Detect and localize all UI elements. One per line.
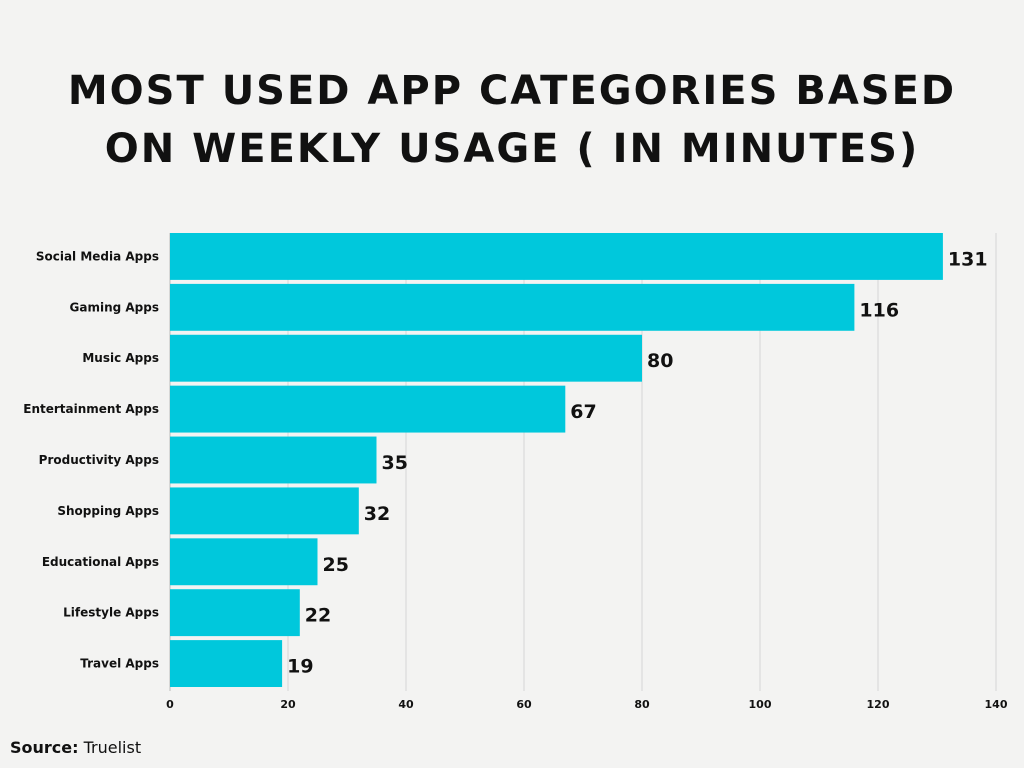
source-label: Source: — [10, 738, 79, 757]
category-label: Gaming Apps — [70, 300, 159, 314]
x-tick-label: 0 — [166, 698, 174, 711]
data-label: 19 — [287, 656, 313, 678]
bar — [170, 385, 566, 433]
category-label: Shopping Apps — [57, 504, 159, 518]
category-label: Social Media Apps — [36, 249, 159, 263]
bar — [170, 334, 642, 382]
data-label: 35 — [382, 452, 408, 474]
category-label: Music Apps — [82, 351, 159, 365]
data-label: 131 — [948, 248, 988, 270]
category-label: Productivity Apps — [39, 453, 159, 467]
x-tick-label: 60 — [516, 698, 532, 711]
bar — [170, 233, 943, 280]
title-line-1: MOST USED APP CATEGORIES BASED — [67, 68, 957, 114]
source-value: Truelist — [83, 738, 142, 757]
bar — [170, 283, 855, 331]
chart-title: MOST USED APP CATEGORIES BASED ON WEEKLY… — [0, 62, 1024, 178]
x-tick-label: 140 — [985, 698, 1008, 711]
category-label: Educational Apps — [42, 555, 159, 569]
x-tick-label: 40 — [398, 698, 414, 711]
title-line-2: ON WEEKLY USAGE ( IN MINUTES) — [104, 126, 920, 172]
x-tick-label: 100 — [749, 698, 772, 711]
category-label: Entertainment Apps — [23, 402, 159, 416]
bar — [170, 487, 359, 535]
x-tick-label: 120 — [867, 698, 890, 711]
bar — [170, 640, 283, 687]
data-label: 67 — [570, 401, 596, 423]
bar — [170, 436, 377, 484]
data-label: 25 — [323, 554, 349, 576]
x-tick-label: 20 — [280, 698, 296, 711]
data-label: 80 — [647, 350, 673, 372]
bar — [170, 538, 318, 586]
x-tick-label: 80 — [634, 698, 650, 711]
source-note: Source: Truelist — [10, 738, 141, 757]
bar — [170, 589, 300, 637]
data-label: 22 — [305, 605, 331, 627]
data-label: 116 — [859, 299, 899, 321]
category-label: Lifestyle Apps — [63, 606, 159, 620]
category-label: Travel Apps — [80, 657, 159, 671]
data-label: 32 — [364, 503, 390, 525]
